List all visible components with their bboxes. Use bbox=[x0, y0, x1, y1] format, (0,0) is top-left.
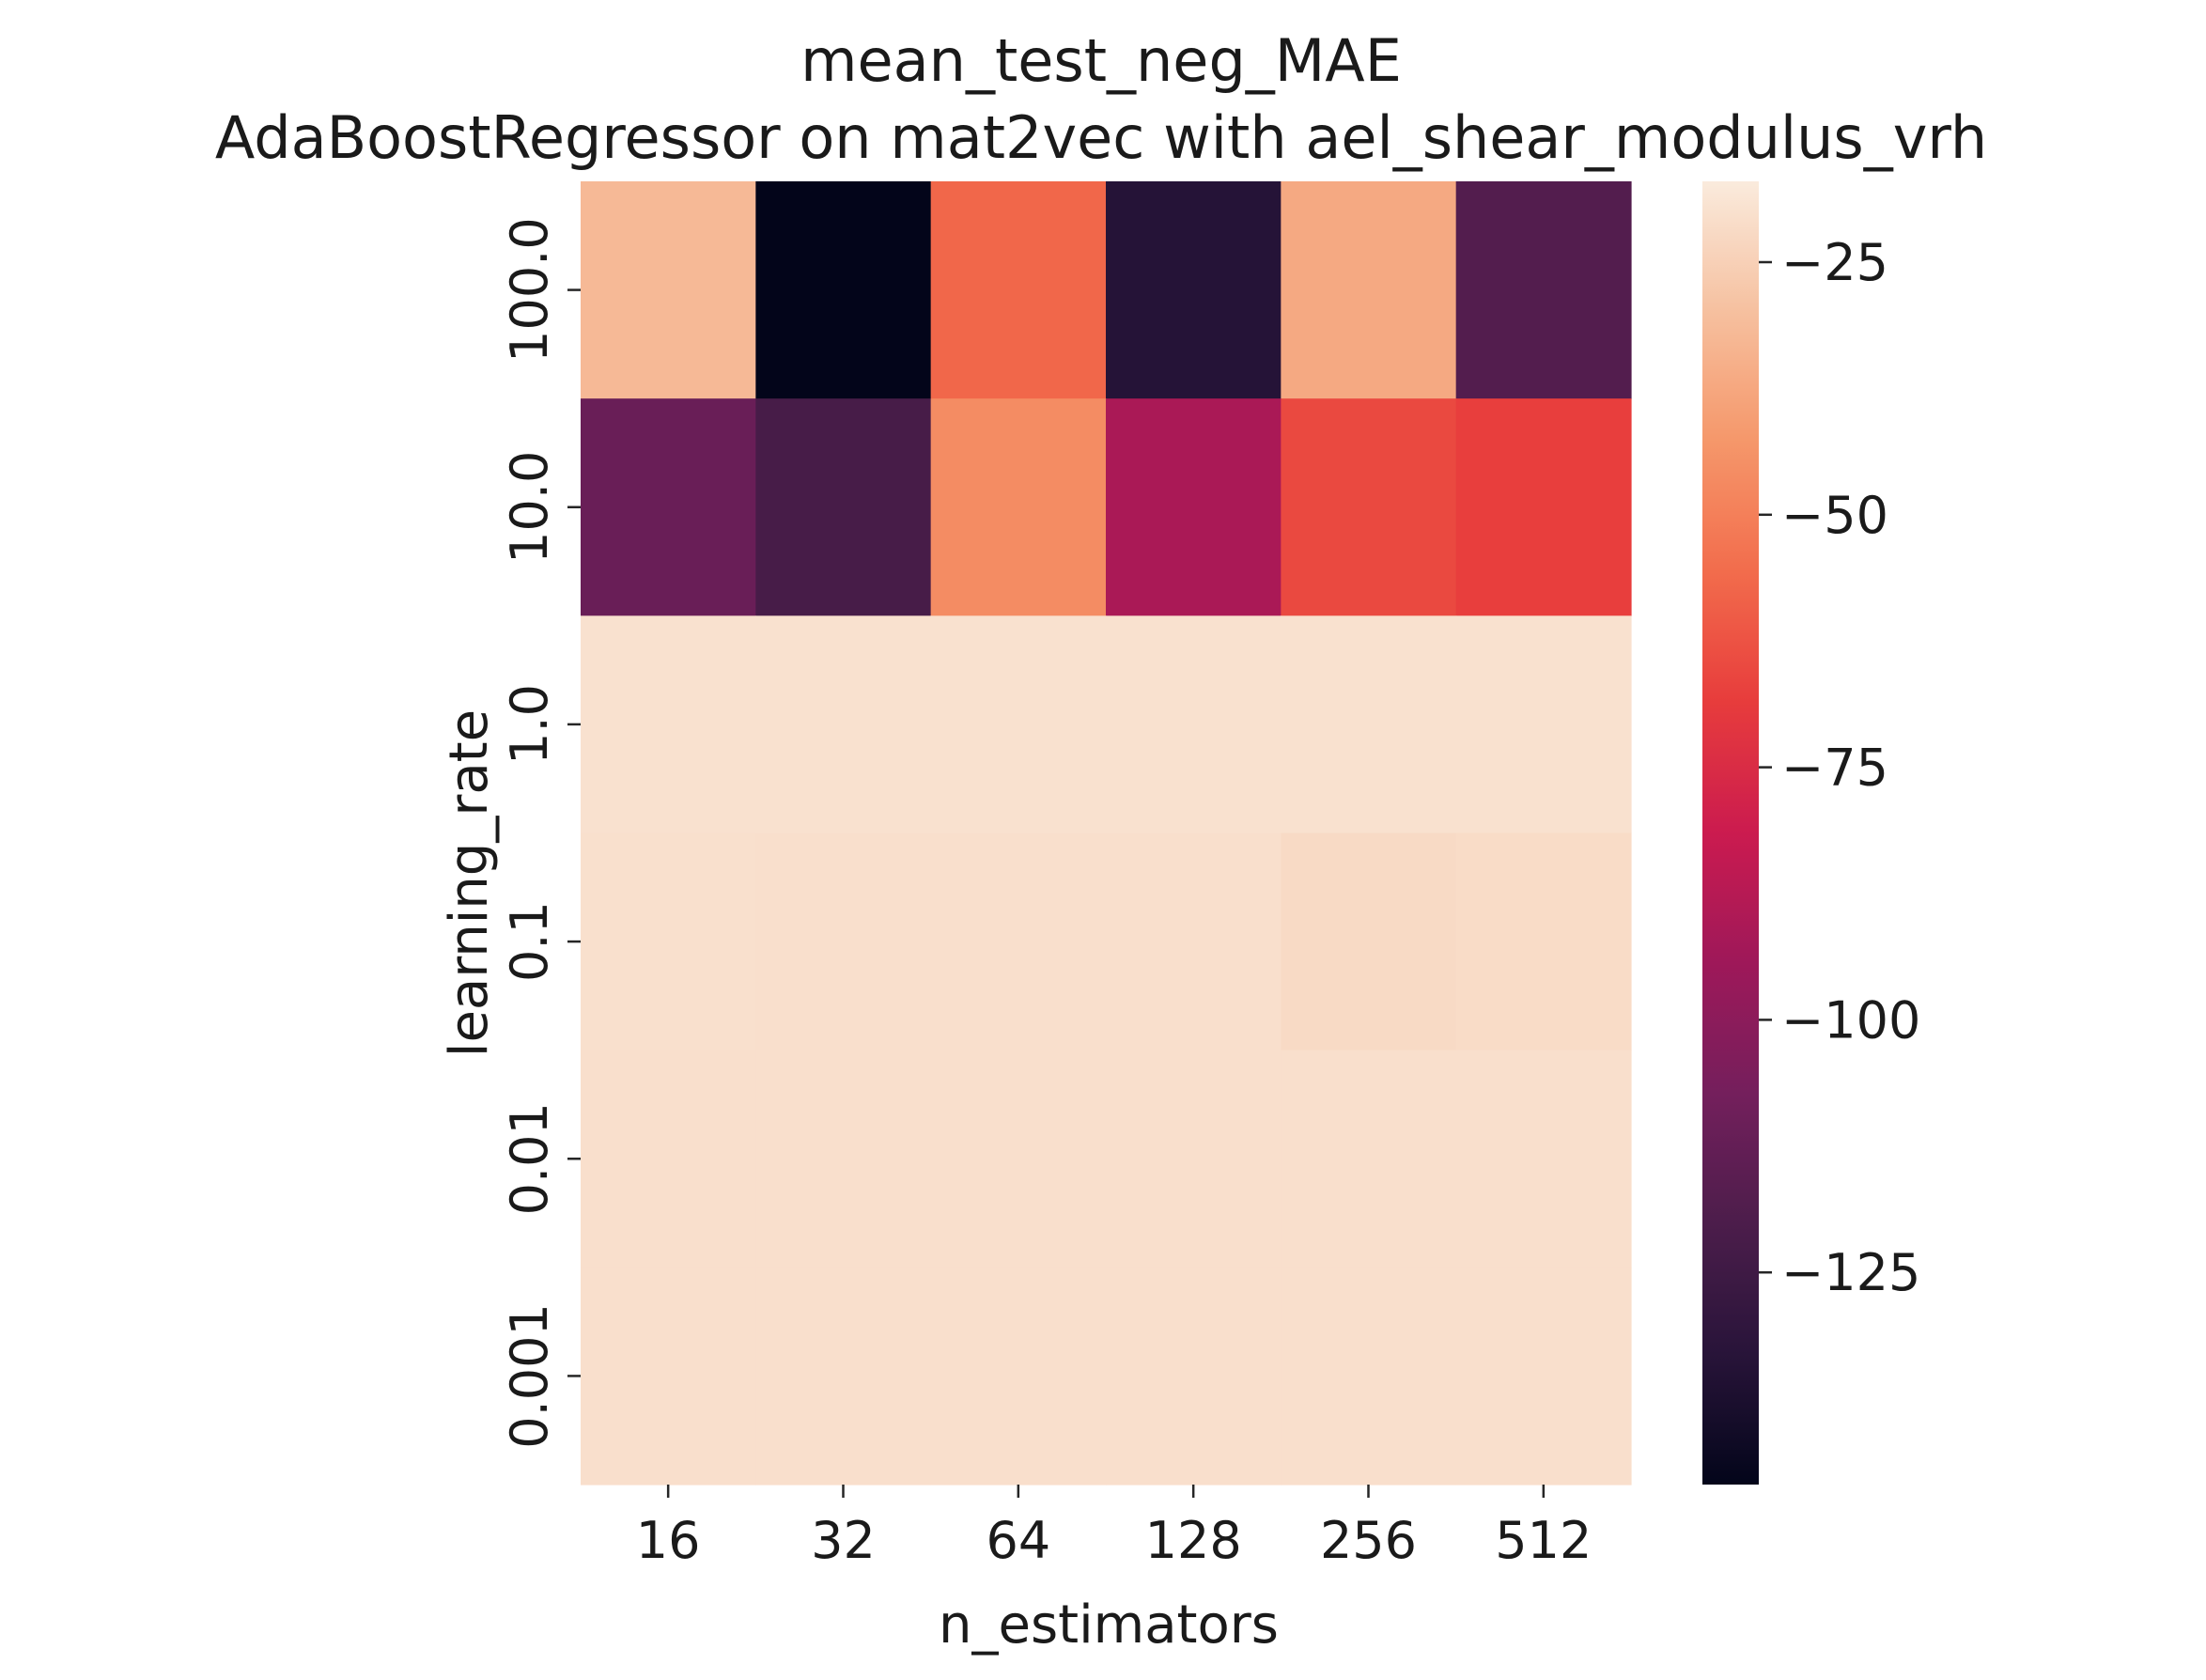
y-tick-label: 0.01 bbox=[500, 1102, 559, 1215]
heatmap-cell bbox=[1281, 1267, 1457, 1486]
heatmap-cell bbox=[755, 181, 932, 399]
heatmap-cell bbox=[1455, 398, 1632, 616]
heatmap-cell bbox=[1455, 832, 1632, 1051]
heatmap-cell bbox=[1106, 181, 1282, 399]
colorbar bbox=[1702, 181, 1759, 1485]
heatmap-cell bbox=[755, 615, 932, 834]
colorbar-tick-label: −50 bbox=[1781, 486, 1888, 545]
y-tick-label: 10.0 bbox=[500, 451, 559, 564]
heatmap-cell bbox=[1455, 1050, 1632, 1268]
colorbar-ticks: −25 −50 −75 −100 −125 bbox=[1759, 233, 1920, 1302]
heatmap-cell bbox=[755, 832, 932, 1051]
heatmap-cell bbox=[755, 1267, 932, 1486]
heatmap-cell bbox=[930, 615, 1107, 834]
chart-subtitle: AdaBoostRegressor on mat2vec with ael_sh… bbox=[215, 103, 1987, 172]
y-axis-ticks: 100.0 10.0 1.0 0.1 0.01 0.001 bbox=[500, 217, 581, 1449]
x-tick-label: 128 bbox=[1145, 1511, 1242, 1570]
heatmap-cell bbox=[930, 181, 1107, 399]
heatmap-cell bbox=[581, 181, 756, 399]
heatmap-cell bbox=[581, 1267, 756, 1486]
chart-title: mean_test_neg_MAE bbox=[800, 26, 1402, 95]
colorbar-tick-label: −75 bbox=[1781, 739, 1888, 798]
colorbar-tick-label: −100 bbox=[1781, 990, 1920, 1050]
heatmap-cells bbox=[581, 181, 1632, 1486]
x-tick-label: 256 bbox=[1320, 1511, 1417, 1570]
heatmap-cell bbox=[755, 398, 932, 616]
heatmap-cell bbox=[581, 615, 756, 834]
x-tick-label: 64 bbox=[986, 1511, 1050, 1570]
heatmap-cell bbox=[1281, 615, 1457, 834]
heatmap-cell bbox=[1106, 398, 1282, 616]
heatmap-cell bbox=[930, 398, 1107, 616]
heatmap-cell bbox=[1455, 181, 1632, 399]
y-tick-label: 0.1 bbox=[500, 901, 559, 982]
x-tick-label: 16 bbox=[636, 1511, 701, 1570]
y-tick-label: 100.0 bbox=[500, 217, 559, 363]
heatmap-cell bbox=[581, 398, 756, 616]
y-axis-label: learning_rate bbox=[439, 709, 500, 1057]
heatmap-cell bbox=[930, 1267, 1107, 1486]
colorbar-tick-label: −125 bbox=[1781, 1243, 1920, 1302]
heatmap-cell bbox=[930, 832, 1107, 1051]
heatmap-cell bbox=[1281, 1050, 1457, 1268]
heatmap-cell bbox=[1106, 1050, 1282, 1268]
heatmap-cell bbox=[755, 1050, 932, 1268]
x-tick-label: 32 bbox=[811, 1511, 876, 1570]
heatmap-cell bbox=[1455, 1267, 1632, 1486]
heatmap-cell bbox=[1106, 1267, 1282, 1486]
colorbar-tick-label: −25 bbox=[1781, 233, 1888, 292]
heatmap-cell bbox=[1281, 181, 1457, 399]
heatmap-cell bbox=[1281, 398, 1457, 616]
x-tick-label: 512 bbox=[1495, 1511, 1592, 1570]
x-axis-label: n_estimators bbox=[939, 1594, 1279, 1656]
heatmap-cell bbox=[930, 1050, 1107, 1268]
heatmap-cell bbox=[1106, 615, 1282, 834]
y-tick-label: 1.0 bbox=[500, 684, 559, 765]
y-tick-label: 0.001 bbox=[500, 1303, 559, 1449]
heatmap-cell bbox=[581, 1050, 756, 1268]
x-axis-ticks: 16 32 64 128 256 512 bbox=[636, 1485, 1592, 1570]
heatmap-cell bbox=[1106, 832, 1282, 1051]
heatmap-cell bbox=[581, 832, 756, 1051]
heatmap-cell bbox=[1281, 832, 1457, 1051]
heatmap-cell bbox=[1455, 615, 1632, 834]
